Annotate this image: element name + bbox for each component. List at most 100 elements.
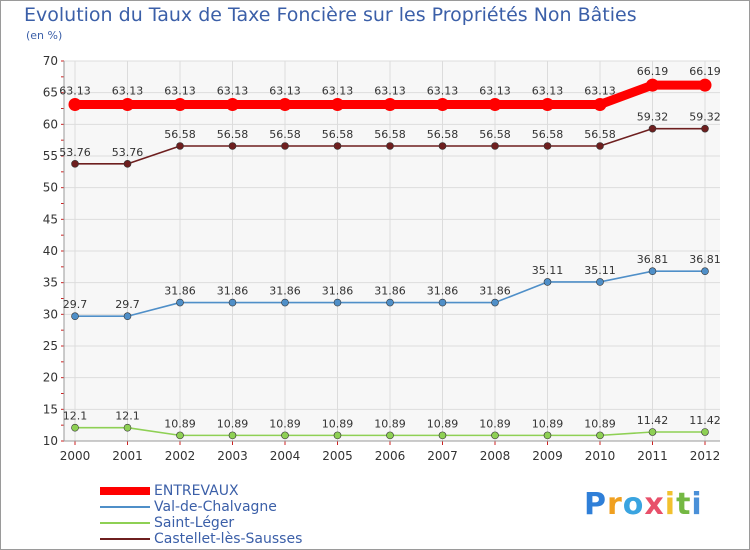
y-tick-label: 30 bbox=[43, 307, 58, 321]
logo-letter: i bbox=[691, 487, 703, 522]
logo-letter: x bbox=[644, 487, 665, 522]
data-point-entrevaux bbox=[488, 98, 502, 112]
y-axis-label: (en %) bbox=[26, 29, 63, 42]
data-point-castellet-les-sausses bbox=[701, 124, 709, 133]
data-point-val-de-chalvagne bbox=[333, 298, 342, 307]
x-tick-label: 2012 bbox=[690, 449, 721, 463]
data-point-castellet-les-sausses bbox=[123, 160, 132, 168]
data-label-castellet-les-sausses: 56.58 bbox=[217, 128, 249, 141]
data-point-castellet-les-sausses bbox=[491, 142, 499, 150]
data-label-val-de-chalvagne: 31.86 bbox=[374, 285, 406, 298]
x-tick-label: 2005 bbox=[322, 449, 353, 463]
y-tick-label: 35 bbox=[43, 276, 58, 290]
data-label-val-de-chalvagne: 31.86 bbox=[479, 285, 511, 298]
y-tick-label: 60 bbox=[43, 117, 58, 131]
data-label-castellet-les-sausses: 56.58 bbox=[427, 128, 459, 141]
data-point-entrevaux bbox=[646, 78, 659, 92]
data-point-val-de-chalvagne bbox=[648, 267, 657, 276]
x-tick-label: 2002 bbox=[165, 449, 196, 463]
data-point-saint-leger bbox=[176, 431, 184, 440]
logo-letter: P bbox=[584, 487, 607, 522]
data-label-castellet-les-sausses: 56.58 bbox=[322, 128, 354, 141]
data-label-val-de-chalvagne: 36.81 bbox=[637, 253, 669, 266]
data-point-saint-leger bbox=[491, 431, 499, 440]
y-tick-label: 70 bbox=[43, 54, 58, 68]
y-tick-label: 10 bbox=[43, 434, 58, 448]
data-point-val-de-chalvagne bbox=[491, 298, 499, 307]
data-point-castellet-les-sausses bbox=[648, 124, 657, 133]
logo-letter: t bbox=[676, 487, 692, 522]
data-label-val-de-chalvagne: 36.81 bbox=[689, 253, 721, 266]
y-tick-label: 55 bbox=[43, 149, 58, 163]
data-point-saint-leger bbox=[71, 423, 79, 432]
data-label-entrevaux: 63.13 bbox=[479, 85, 511, 98]
data-label-entrevaux: 66.19 bbox=[689, 65, 721, 78]
data-point-saint-leger bbox=[228, 431, 237, 440]
data-label-castellet-les-sausses: 56.58 bbox=[269, 128, 301, 141]
data-point-val-de-chalvagne bbox=[543, 278, 552, 286]
data-label-saint-leger: 10.89 bbox=[374, 417, 406, 430]
data-point-val-de-chalvagne bbox=[176, 298, 184, 307]
data-label-castellet-les-sausses: 56.58 bbox=[374, 128, 406, 141]
data-point-castellet-les-sausses bbox=[386, 142, 394, 150]
data-point-castellet-les-sausses bbox=[543, 142, 552, 150]
proxiti-logo: Proxiti bbox=[584, 487, 703, 522]
legend-swatch-saint-leger bbox=[100, 522, 150, 524]
data-point-entrevaux bbox=[593, 98, 607, 112]
x-tick-label: 2001 bbox=[112, 449, 143, 463]
data-point-castellet-les-sausses bbox=[438, 142, 447, 150]
data-point-entrevaux bbox=[278, 98, 292, 112]
data-label-entrevaux: 63.13 bbox=[584, 85, 616, 98]
data-label-entrevaux: 63.13 bbox=[217, 85, 249, 98]
y-tick-label: 40 bbox=[43, 244, 58, 258]
x-tick-label: 2006 bbox=[375, 449, 406, 463]
data-point-castellet-les-sausses bbox=[281, 142, 289, 150]
data-label-val-de-chalvagne: 31.86 bbox=[217, 285, 249, 298]
legend-swatch-entrevaux bbox=[100, 487, 150, 495]
x-tick-label: 2008 bbox=[480, 449, 511, 463]
y-tick-label: 25 bbox=[43, 339, 58, 353]
y-tick-label: 15 bbox=[43, 402, 58, 416]
data-label-val-de-chalvagne: 29.7 bbox=[115, 298, 140, 311]
data-label-entrevaux: 63.13 bbox=[374, 85, 406, 98]
data-point-entrevaux bbox=[68, 98, 82, 112]
legend-swatch-castellet-les-sausses bbox=[100, 538, 150, 540]
legend-label-entrevaux: ENTREVAUX bbox=[154, 483, 239, 499]
data-point-saint-leger bbox=[438, 431, 447, 440]
data-point-castellet-les-sausses bbox=[228, 142, 237, 150]
data-point-saint-leger bbox=[701, 428, 709, 436]
data-point-entrevaux bbox=[121, 98, 134, 112]
data-label-entrevaux: 63.13 bbox=[269, 85, 301, 98]
data-point-castellet-les-sausses bbox=[176, 142, 184, 150]
data-point-val-de-chalvagne bbox=[386, 298, 394, 307]
data-point-val-de-chalvagne bbox=[281, 298, 289, 307]
data-point-entrevaux bbox=[226, 98, 239, 112]
data-label-saint-leger: 10.89 bbox=[532, 417, 564, 430]
data-point-saint-leger bbox=[281, 431, 289, 440]
data-label-val-de-chalvagne: 31.86 bbox=[269, 285, 301, 298]
logo-letter: i bbox=[664, 487, 677, 522]
data-point-val-de-chalvagne bbox=[71, 312, 79, 321]
x-tick-label: 2003 bbox=[217, 449, 248, 463]
data-point-saint-leger bbox=[123, 423, 132, 432]
data-label-castellet-les-sausses: 56.58 bbox=[164, 128, 196, 141]
logo-letter: r bbox=[607, 487, 623, 522]
data-point-entrevaux bbox=[331, 98, 344, 112]
data-label-val-de-chalvagne: 31.86 bbox=[164, 285, 196, 298]
x-tick-label: 2000 bbox=[60, 449, 91, 463]
data-label-entrevaux: 63.13 bbox=[427, 85, 459, 98]
logo-letter: o bbox=[622, 487, 645, 522]
data-point-castellet-les-sausses bbox=[71, 160, 79, 168]
data-label-entrevaux: 66.19 bbox=[637, 65, 669, 78]
data-point-val-de-chalvagne bbox=[701, 267, 709, 276]
data-label-saint-leger: 10.89 bbox=[322, 417, 354, 430]
data-point-val-de-chalvagne bbox=[123, 312, 132, 321]
data-point-saint-leger bbox=[386, 431, 394, 440]
data-label-saint-leger: 10.89 bbox=[584, 417, 616, 430]
y-tick-label: 45 bbox=[43, 212, 58, 226]
y-tick-label: 65 bbox=[43, 86, 58, 100]
y-tick-label: 20 bbox=[43, 371, 58, 385]
data-point-castellet-les-sausses bbox=[333, 142, 342, 150]
data-point-saint-leger bbox=[333, 431, 342, 440]
data-point-val-de-chalvagne bbox=[596, 278, 604, 286]
